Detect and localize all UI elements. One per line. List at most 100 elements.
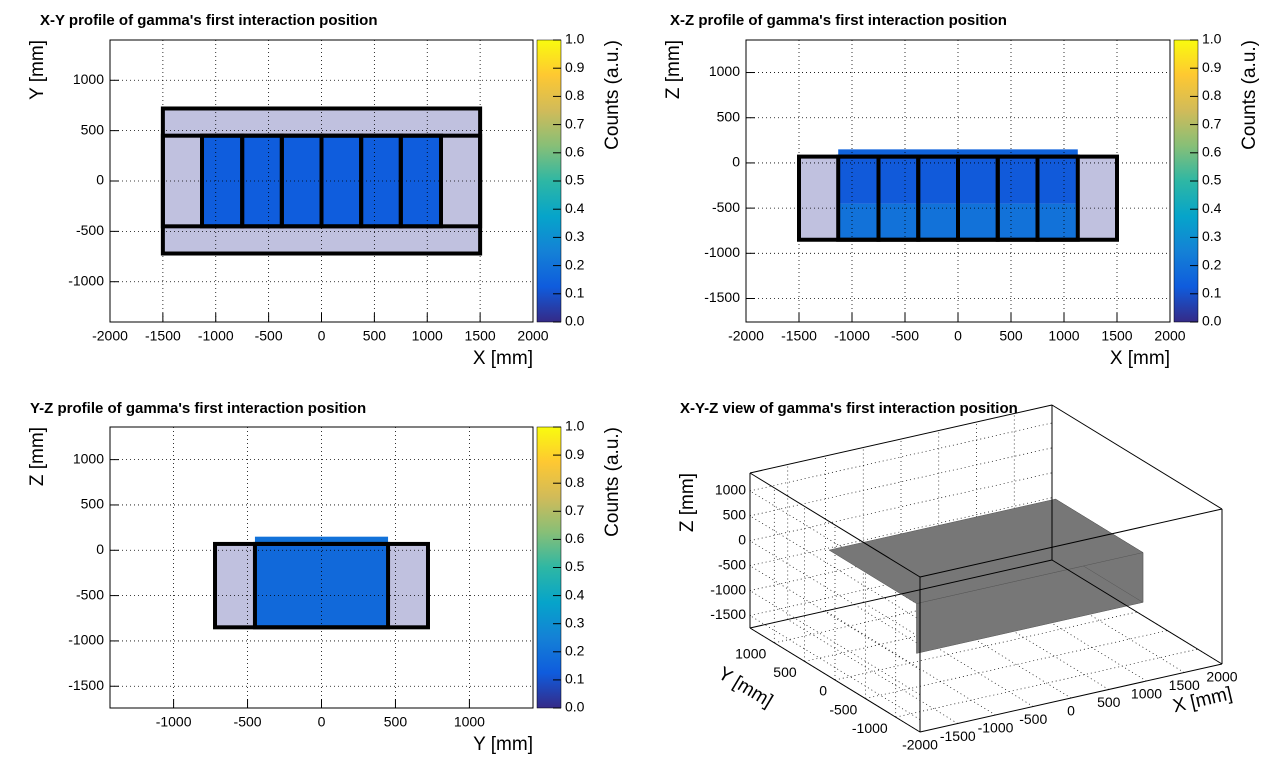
heatmap-cell: [388, 543, 428, 628]
z-tick-label: -1000: [710, 581, 746, 597]
x-tick-label: 500: [363, 328, 387, 344]
heatmap-cell: [254, 536, 389, 544]
colorbar-tick-label: 0.5: [1202, 172, 1222, 188]
box-edge: [1051, 404, 1223, 510]
x-axis-label: Y [mm]: [473, 734, 533, 755]
heatmap-cell: [254, 543, 389, 628]
y-tick-label: -500: [76, 222, 104, 238]
y-tick-label: -1500: [704, 289, 740, 305]
x-tick-label: 1000: [1131, 686, 1162, 702]
z-tick-label: 1000: [715, 482, 746, 498]
y-tick-label: -1000: [704, 244, 740, 260]
colorbar-tick-label: 0.9: [565, 59, 585, 75]
colorbar-tick-label: 0.6: [565, 144, 585, 160]
box-edge: [919, 508, 1223, 578]
y-tick-label: -500: [76, 586, 104, 602]
x-tick-label: 1500: [1169, 677, 1200, 693]
heatmap-cell: [440, 135, 481, 227]
colorbar-tick-label: 0.9: [1202, 59, 1222, 75]
colorbar-tick-label: 0.9: [565, 446, 585, 462]
heatmap-cell: [215, 543, 255, 628]
box-edge: [749, 404, 1053, 474]
colorbar-tick-label: 0.2: [565, 256, 585, 272]
box-edge: [749, 559, 1053, 629]
y-tick-label: 500: [773, 664, 797, 680]
x-tick-label: 500: [999, 328, 1023, 344]
x-tick-label: -1000: [978, 720, 1014, 736]
detector-outline: [398, 133, 443, 229]
y-tick-label: -500: [712, 199, 740, 215]
y-tick-label: -1500: [68, 677, 104, 693]
panel-title: Y-Z profile of gamma's first interaction…: [30, 400, 366, 417]
y-tick-label: 0: [96, 541, 104, 557]
y-tick-label: 500: [81, 496, 105, 512]
x-tick-label: -2000: [902, 737, 938, 753]
x-tick-label: -500: [1019, 711, 1047, 727]
x-tick-label: 500: [384, 714, 408, 730]
x-tick-label: -1500: [781, 328, 817, 344]
y-tick-label: 500: [717, 108, 741, 124]
heatmap-cell: [1077, 156, 1117, 240]
colorbar-tick-label: 0.4: [565, 200, 585, 216]
colorbar-tick-label: 1.0: [565, 31, 585, 47]
y-tick-label: 1000: [709, 63, 740, 79]
x-axis-label: X [mm]: [1110, 348, 1170, 369]
y-tick-label: 0: [732, 154, 740, 170]
box-edge: [919, 663, 1223, 733]
colorbar-tick-label: 0.8: [565, 87, 585, 103]
x-tick-label: 2000: [1154, 328, 1185, 344]
colorbar-tick-label: 0.3: [565, 614, 585, 630]
x-tick-label: -500: [234, 714, 262, 730]
y-axis-label: Y [mm]: [714, 663, 776, 712]
heatmap-cell: [162, 226, 481, 254]
colorbar-tick-label: 0.5: [565, 172, 585, 188]
detector-outline: [1035, 154, 1080, 242]
z-tick-label: 0: [738, 531, 746, 547]
y-tick-label: 1000: [73, 71, 104, 87]
box-edge: [749, 472, 921, 578]
heatmap-cell: [162, 108, 481, 136]
x-tick-label: 2000: [1206, 669, 1237, 685]
colorbar-tick-label: 0.7: [565, 502, 585, 518]
colorbar-label: Counts (a.u.): [1239, 40, 1260, 150]
y-tick-label: -1000: [852, 720, 888, 736]
colorbar-tick-label: 0.3: [565, 228, 585, 244]
colorbar-tick-label: 0.2: [1202, 256, 1222, 272]
x-tick-label: 0: [318, 714, 326, 730]
heatmap-cell: [799, 156, 839, 240]
colorbar-tick-label: 0.4: [1202, 200, 1222, 216]
box-edge: [1051, 559, 1223, 665]
y-axis-label: Y [mm]: [27, 40, 48, 100]
y-tick-label: -1000: [68, 632, 104, 648]
y-tick-label: -500: [829, 701, 857, 717]
y-tick-label: -1000: [68, 272, 104, 288]
colorbar-tick-label: 0.8: [565, 474, 585, 490]
x-tick-label: 0: [1067, 703, 1075, 719]
x-tick-label: 1000: [454, 714, 485, 730]
x-tick-label: -1500: [940, 728, 976, 744]
colorbar-tick-label: 0.8: [1202, 87, 1222, 103]
y-tick-label: 0: [819, 683, 827, 699]
z-tick-label: 500: [723, 507, 747, 523]
x-tick-label: 1500: [465, 328, 496, 344]
panel-title: X-Y profile of gamma's first interaction…: [40, 12, 378, 29]
y-tick-label: 1000: [73, 450, 104, 466]
panel-title: X-Z profile of gamma's first interaction…: [670, 12, 1007, 29]
colorbar-tick-label: 0.1: [565, 285, 585, 301]
colorbar-tick-label: 0.0: [565, 313, 585, 329]
x-tick-label: -2000: [92, 328, 128, 344]
x-tick-label: 0: [954, 328, 962, 344]
y-axis-label: Z [mm]: [27, 427, 48, 486]
y-tick-label: 500: [81, 121, 105, 137]
colorbar-tick-label: 1.0: [565, 418, 585, 434]
colorbar-tick-label: 0.5: [565, 558, 585, 574]
colorbar-tick-label: 0.3: [1202, 228, 1222, 244]
x-tick-label: 2000: [517, 328, 548, 344]
colorbar-tick-label: 0.1: [565, 671, 585, 687]
y-axis-label: Z [mm]: [663, 40, 684, 99]
colorbar-tick-label: 0.2: [565, 643, 585, 659]
x-axis-label: X [mm]: [473, 348, 533, 369]
colorbar-tick-label: 0.4: [565, 586, 585, 602]
z-tick-label: -1500: [710, 606, 746, 622]
